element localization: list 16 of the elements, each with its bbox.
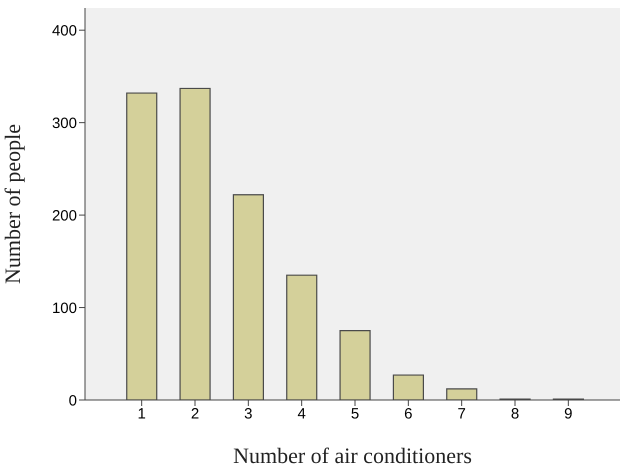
x-tick-label: 7 — [457, 406, 466, 423]
x-tick-label: 3 — [244, 406, 253, 423]
x-tick-label: 2 — [190, 406, 200, 423]
y-tick-label: 200 — [52, 207, 77, 224]
x-tick-label: 6 — [404, 406, 413, 423]
x-tick-label: 5 — [350, 406, 360, 423]
x-tick-label: 4 — [297, 406, 306, 423]
y-tick-label: 400 — [52, 22, 77, 40]
y-axis-title: Number of people — [0, 124, 25, 284]
y-tick-label: 300 — [52, 114, 77, 132]
y-tick-label: 0 — [68, 392, 77, 410]
x-axis-title: Number of air conditioners — [233, 443, 472, 468]
x-tick-label: 1 — [137, 406, 146, 423]
x-tick-label: 9 — [564, 406, 573, 423]
x-tick-label: 8 — [510, 406, 520, 423]
y-tick-label: 100 — [52, 300, 77, 317]
